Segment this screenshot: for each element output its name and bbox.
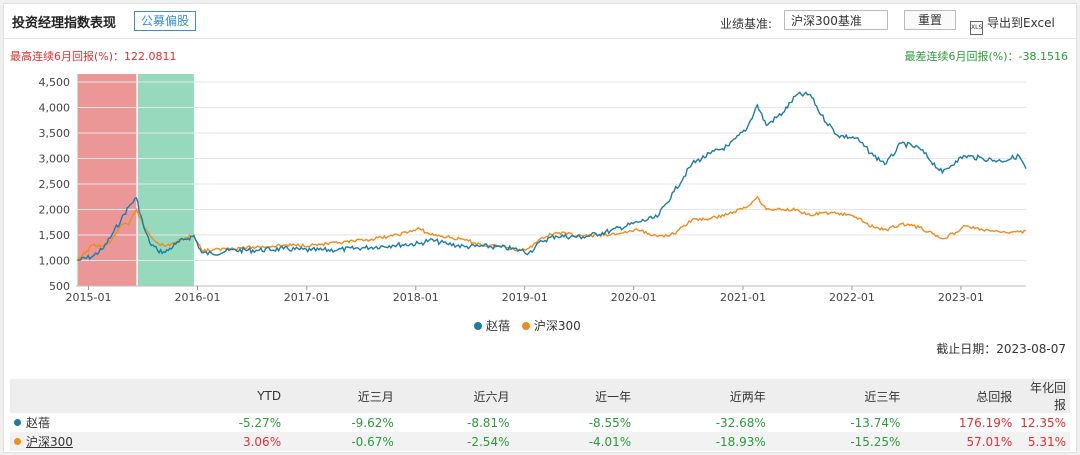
best-6m-band <box>77 74 137 286</box>
legend-dot-benchmark <box>521 322 530 330</box>
series-line-manager <box>77 91 1027 262</box>
benchmark-input[interactable]: 沪深300基准 <box>784 10 888 30</box>
table-row: 沪深300 3.06% -0.67% -2.54% -4.01% -18.93%… <box>10 432 1070 451</box>
table-cell: -13.74% <box>850 415 901 430</box>
chart-legend[interactable]: 赵蓓 沪深300 <box>474 317 589 334</box>
table-cell: -8.81% <box>467 415 510 430</box>
table-cell: 12.35% <box>1020 415 1066 430</box>
table-header-row: YTD 近三月 近六月 近一年 近两年 近三年 总回报 年化回报 <box>10 379 1070 413</box>
performance-table: YTD 近三月 近六月 近一年 近两年 近三年 总回报 年化回报 赵蓓 -5.2… <box>10 379 1070 451</box>
y-tick-label: 2,000 <box>39 204 71 217</box>
col-header-name <box>10 379 128 413</box>
reset-button[interactable]: 重置 <box>904 10 956 30</box>
col-header-3m: 近三月 <box>285 379 398 413</box>
row-name: 赵蓓 <box>26 416 51 430</box>
col-header-1y: 近一年 <box>513 379 636 413</box>
table-cell: 5.31% <box>1016 432 1070 451</box>
row-name-cell: 沪深300 <box>10 432 128 451</box>
table-cell: -4.01% <box>513 432 636 451</box>
worst-6m-band <box>137 74 194 286</box>
table-cell: -2.54% <box>397 432 514 451</box>
export-excel-button[interactable]: XLS 导出到Excel <box>970 14 1055 35</box>
legend-label-benchmark: 沪深300 <box>533 319 581 333</box>
y-tick-label: 3,500 <box>39 127 71 140</box>
col-header-3y: 近三年 <box>769 379 905 413</box>
table-cell: -18.93% <box>635 432 770 451</box>
y-tick-label: 500 <box>49 280 70 293</box>
best-6m-return: 最高连续6月回报(%)：122.0811 <box>10 48 177 64</box>
worst-6m-return: 最差连续6月回报(%)：-38.1516 <box>904 48 1068 64</box>
col-header-total: 总回报 <box>904 379 1017 413</box>
page-title: 投资经理指数表现 <box>12 16 117 31</box>
table-cell: 176.19% <box>958 415 1013 430</box>
table-cell: -15.25% <box>769 432 905 451</box>
series-dot-benchmark <box>14 438 21 445</box>
benchmark-link[interactable]: 沪深300 <box>26 435 73 449</box>
best-6m-label: 最高连续6月回报(%)： <box>10 50 125 63</box>
col-header-6m: 近六月 <box>397 379 514 413</box>
x-tick-label: 2015-01 <box>66 291 112 304</box>
series-dot-manager <box>14 419 21 426</box>
table-cell: 3.06% <box>127 432 286 451</box>
table-cell: -5.27% <box>238 415 282 430</box>
x-tick-label: 2022-01 <box>829 291 875 304</box>
worst-6m-label: 最差连续6月回报(%)： <box>904 50 1019 63</box>
legend-label-manager: 赵蓓 <box>486 319 511 333</box>
x-tick-label: 2019-01 <box>502 291 548 304</box>
table-row: 赵蓓 -5.27% -9.62% -8.81% -8.55% -32.68% -… <box>10 413 1070 432</box>
table-cell: -9.62% <box>351 415 394 430</box>
export-label: 导出到Excel <box>987 16 1055 30</box>
y-tick-label: 1,500 <box>39 229 71 242</box>
col-header-ytd: YTD <box>127 379 286 413</box>
x-tick-label: 2023-01 <box>938 291 984 304</box>
performance-line-chart: 500 1,000 1,500 2,000 2,500 3,000 3,500 4,000 4,… <box>39 74 1027 304</box>
best-6m-value: 122.0811 <box>124 50 177 63</box>
x-tick-label: 2016-01 <box>175 291 221 304</box>
row-name-cell: 赵蓓 <box>10 413 128 432</box>
panel-header: 投资经理指数表现 公募偏股 业绩基准: 沪深300基准 重置 XLS 导出到Exc… <box>4 4 1076 39</box>
table-cell: -32.68% <box>715 415 766 430</box>
as-of-date: 截止日期：2023-08-07 <box>936 342 1066 356</box>
fund-manager-panel: 投资经理指数表现 公募偏股 业绩基准: 沪深300基准 重置 XLS 导出到Exc… <box>3 3 1077 453</box>
y-tick-label: 4,500 <box>39 76 71 89</box>
y-tick-label: 3,000 <box>39 153 71 166</box>
legend-item-benchmark[interactable]: 沪深300 <box>521 319 581 333</box>
category-tag[interactable]: 公募偏股 <box>134 11 197 31</box>
table-cell: 57.01% <box>904 432 1017 451</box>
x-tick-label: 2021-01 <box>720 291 766 304</box>
col-header-2y: 近两年 <box>635 379 770 413</box>
y-tick-label: 4,000 <box>39 102 71 115</box>
y-tick-label: 2,500 <box>39 178 71 191</box>
x-tick-label: 2020-01 <box>611 291 657 304</box>
legend-item-manager[interactable]: 赵蓓 <box>474 319 510 333</box>
worst-6m-value: -38.1516 <box>1018 50 1068 63</box>
legend-dot-manager <box>474 322 482 330</box>
benchmark-label: 业绩基准: <box>720 17 773 31</box>
table-cell: -8.55% <box>588 415 632 430</box>
y-tick-label: 1,000 <box>39 255 71 268</box>
table-cell: -0.67% <box>285 432 398 451</box>
series-line-benchmark <box>76 195 1027 261</box>
x-tick-label: 2018-01 <box>393 291 439 304</box>
x-tick-label: 2017-01 <box>284 291 330 304</box>
excel-icon: XLS <box>970 21 983 35</box>
col-header-annualized: 年化回报 <box>1016 379 1070 413</box>
